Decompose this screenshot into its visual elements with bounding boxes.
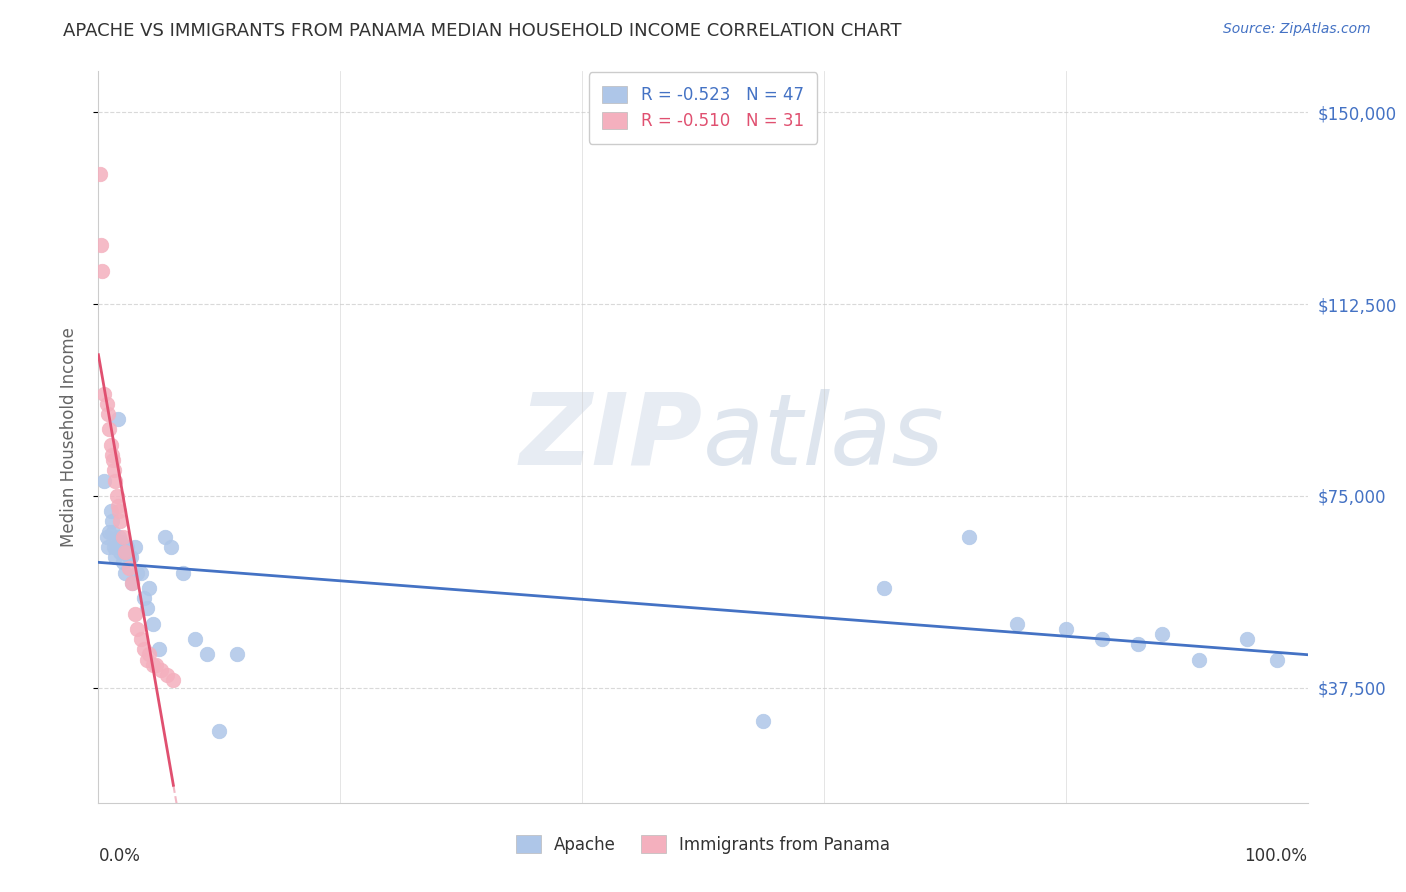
Point [107,499,129,513]
Point [1236,632,1258,647]
Point [100,515,122,529]
Point [105,489,128,503]
Text: Source: ZipAtlas.com: Source: ZipAtlas.com [1223,22,1371,37]
Point [100,448,122,462]
Point [101,524,124,539]
Point [135,652,157,666]
Point [89,167,111,181]
Point [142,616,165,631]
Point [111,530,134,544]
Point [160,540,183,554]
Point [195,648,218,662]
Point [118,550,141,565]
Point [124,607,146,621]
Point [127,566,149,580]
Point [111,555,134,569]
Point [97,407,120,421]
Point [1188,652,1211,666]
Legend: Apache, Immigrants from Panama: Apache, Immigrants from Panama [509,829,897,860]
Point [104,474,127,488]
Point [1054,622,1077,636]
Point [124,540,146,554]
Point [134,642,156,657]
Point [103,463,125,477]
Point [107,412,129,426]
Point [138,581,160,595]
Point [93,386,115,401]
Text: 100.0%: 100.0% [1244,847,1308,864]
Point [108,545,131,559]
Text: 0.0%: 0.0% [98,847,141,864]
Point [138,648,160,662]
Point [873,581,896,595]
Point [1128,637,1150,651]
Point [108,504,131,518]
Text: APACHE VS IMMIGRANTS FROM PANAMA MEDIAN HOUSEHOLD INCOME CORRELATION CHART: APACHE VS IMMIGRANTS FROM PANAMA MEDIAN … [63,22,901,40]
Point [97,540,120,554]
Point [103,540,125,554]
Point [108,515,131,529]
Point [752,714,775,728]
Text: ZIP: ZIP [520,389,703,485]
Point [114,545,136,559]
Point [127,622,149,636]
Point [112,545,135,559]
Point [184,632,207,647]
Point [162,673,184,687]
Point [120,550,142,565]
Y-axis label: Median Household Income: Median Household Income [59,327,77,547]
Point [142,657,165,672]
Point [1267,652,1289,666]
Point [100,504,122,518]
Point [129,566,152,580]
Point [110,535,132,549]
Point [117,540,139,554]
Point [208,724,231,739]
Point [121,575,143,590]
Point [98,524,121,539]
Point [145,657,167,672]
Point [129,632,152,647]
Point [98,422,121,436]
Point [91,264,114,278]
Point [156,668,179,682]
Point [101,453,124,467]
Point [153,530,176,544]
Point [957,530,980,544]
Point [90,238,112,252]
Point [1091,632,1114,647]
Point [1152,627,1174,641]
Point [104,550,127,565]
Point [148,642,170,657]
Point [134,591,156,606]
Point [1007,616,1029,631]
Point [172,566,194,580]
Point [93,474,115,488]
Point [226,648,249,662]
Point [114,566,136,580]
Point [121,575,143,590]
Point [96,530,118,544]
Point [105,540,128,554]
Point [135,601,157,615]
Point [100,438,122,452]
Point [96,397,118,411]
Point [150,663,173,677]
Point [118,560,141,574]
Text: atlas: atlas [703,389,945,485]
Point [108,530,131,544]
